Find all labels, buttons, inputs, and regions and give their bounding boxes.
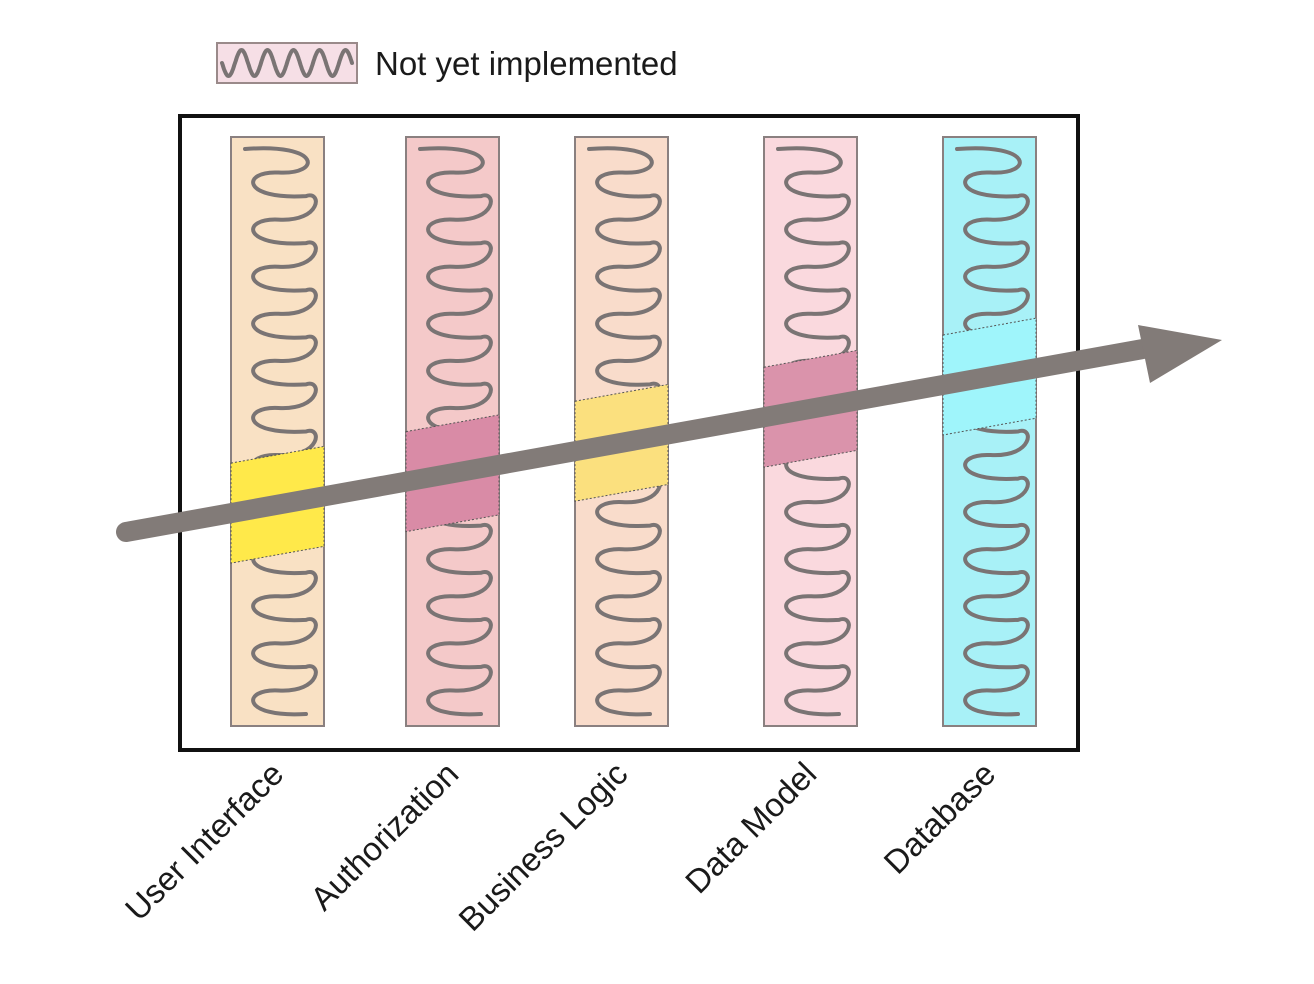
not-implemented-squiggle-icon: [243, 146, 318, 717]
layer-column-database: [942, 136, 1037, 727]
layer-column-data-model: [763, 136, 858, 727]
layer-label-user-interface: User Interface: [118, 755, 291, 928]
legend-squiggle-icon: [220, 48, 354, 78]
layer-label-data-model: Data Model: [678, 755, 823, 900]
layer-label-authorization: Authorization: [303, 755, 465, 917]
system-frame: [178, 114, 1080, 752]
layer-columns: [230, 136, 1037, 727]
not-implemented-squiggle-icon: [955, 146, 1030, 717]
arrow-head: [1138, 325, 1222, 383]
layer-column-authorization: [405, 136, 500, 727]
layer-label-business-logic: Business Logic: [451, 755, 634, 938]
vertical-slice-arrow: [116, 325, 1222, 542]
legend-label: Not yet implemented: [375, 45, 678, 82]
layer-column-user-interface: [230, 136, 325, 727]
layer-label-database: Database: [876, 755, 1002, 881]
arrow-shaft: [116, 335, 1175, 542]
legend: Not yet implemented: [216, 42, 678, 84]
